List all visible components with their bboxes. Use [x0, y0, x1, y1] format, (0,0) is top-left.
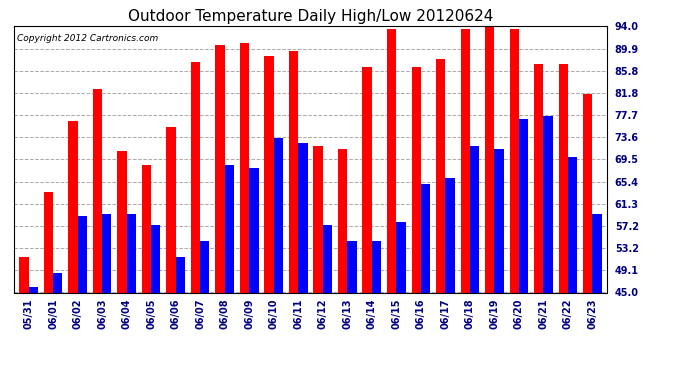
Bar — [445, 178, 455, 292]
Bar — [436, 59, 445, 292]
Bar — [102, 214, 111, 292]
Bar — [77, 216, 87, 292]
Bar — [28, 287, 38, 292]
Bar — [142, 165, 151, 292]
Bar — [249, 168, 259, 292]
Bar — [559, 64, 568, 292]
Bar — [176, 257, 185, 292]
Bar — [396, 222, 406, 292]
Bar — [534, 64, 544, 292]
Bar — [470, 146, 479, 292]
Bar — [387, 29, 396, 292]
Bar — [43, 192, 53, 292]
Bar — [200, 241, 210, 292]
Bar — [225, 165, 234, 292]
Bar — [19, 257, 28, 292]
Bar — [519, 118, 529, 292]
Bar — [593, 214, 602, 292]
Bar — [510, 29, 519, 292]
Bar — [323, 225, 332, 292]
Bar — [460, 29, 470, 292]
Bar — [92, 89, 102, 292]
Bar — [495, 148, 504, 292]
Bar — [347, 241, 357, 292]
Bar — [544, 116, 553, 292]
Bar — [313, 146, 323, 292]
Bar — [372, 241, 381, 292]
Bar — [583, 94, 593, 292]
Bar — [117, 151, 126, 292]
Bar — [411, 67, 421, 292]
Bar — [215, 45, 225, 292]
Bar — [264, 56, 274, 292]
Title: Outdoor Temperature Daily High/Low 20120624: Outdoor Temperature Daily High/Low 20120… — [128, 9, 493, 24]
Bar — [568, 157, 578, 292]
Bar — [68, 122, 77, 292]
Bar — [485, 24, 495, 293]
Bar — [298, 143, 308, 292]
Bar — [166, 127, 176, 292]
Bar — [126, 214, 136, 292]
Bar — [151, 225, 161, 292]
Bar — [274, 138, 283, 292]
Bar — [362, 67, 372, 292]
Bar — [421, 184, 430, 292]
Bar — [240, 42, 249, 292]
Bar — [338, 148, 347, 292]
Bar — [191, 62, 200, 292]
Bar — [289, 51, 298, 292]
Text: Copyright 2012 Cartronics.com: Copyright 2012 Cartronics.com — [17, 34, 158, 43]
Bar — [53, 273, 62, 292]
